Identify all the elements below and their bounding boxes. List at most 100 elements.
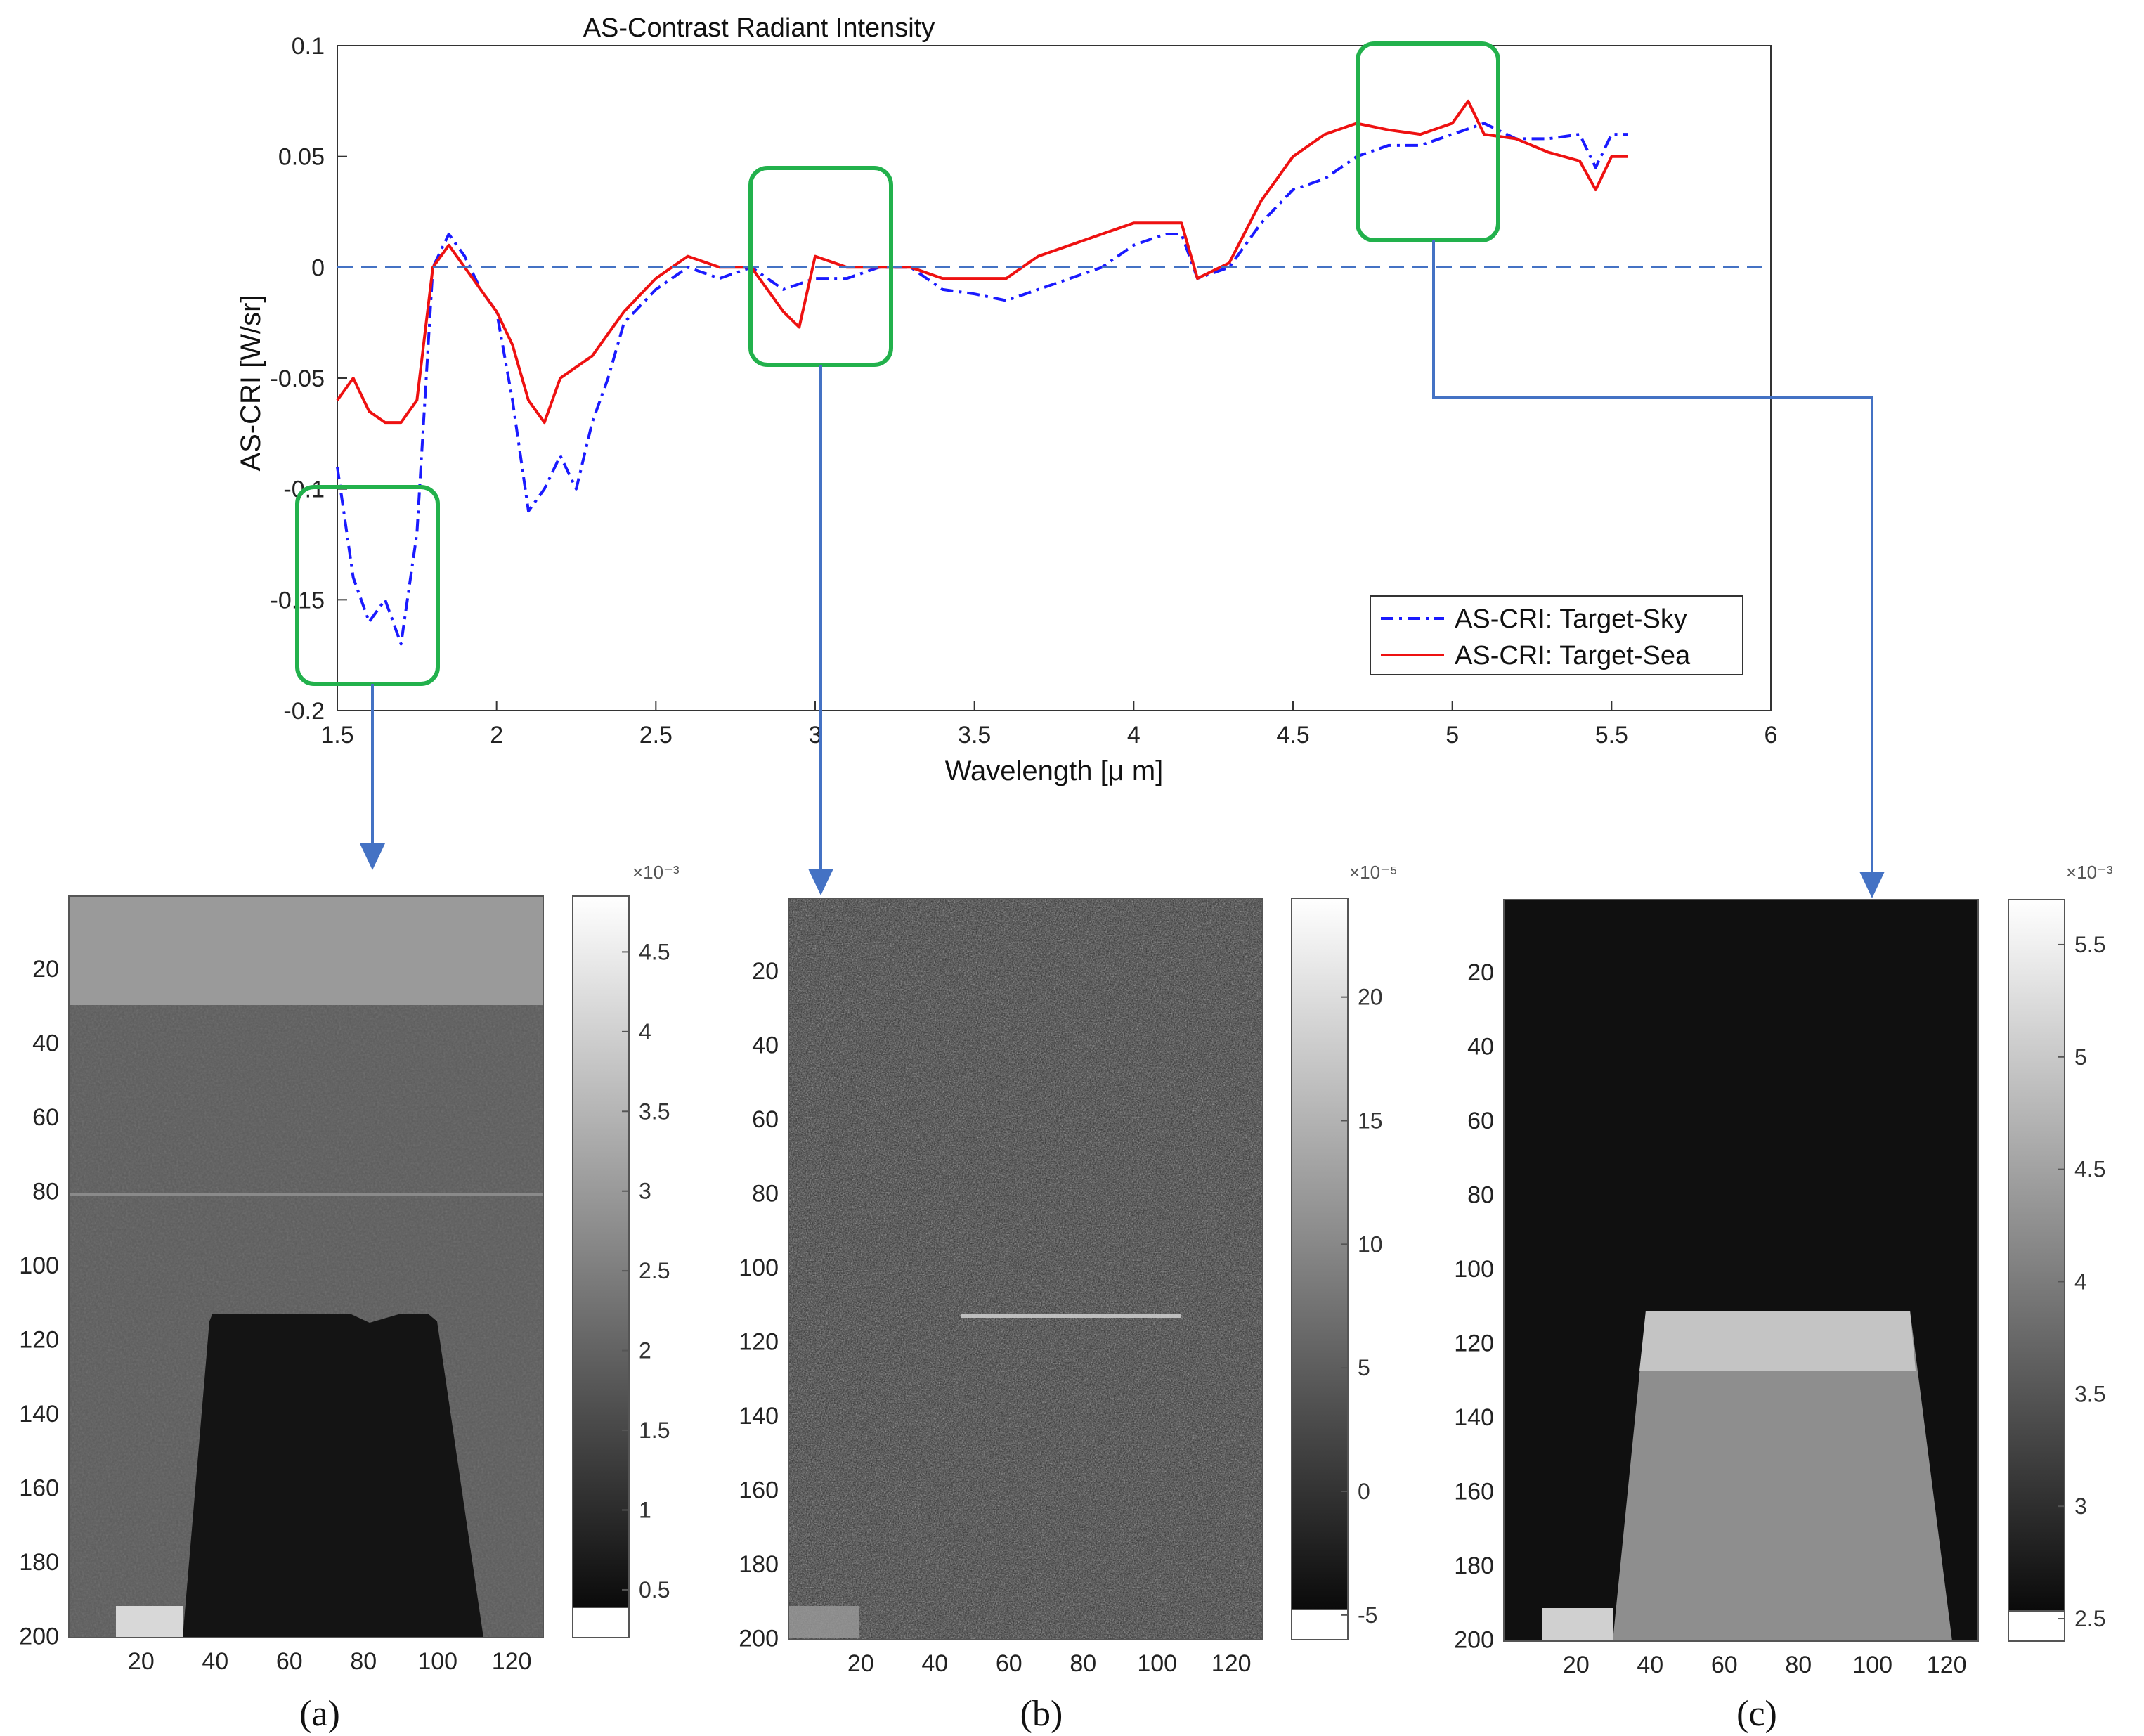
x-tick-label: 6: [1765, 722, 1778, 749]
colorbar-b-ticks: 20 15 10 5 0 -5: [1341, 985, 1383, 1628]
colorbar-tick-label: 0.5: [639, 1577, 670, 1602]
main-lines: [336, 99, 1771, 646]
colorbar-a-exponent: ×10⁻³: [632, 862, 680, 883]
x-tick-label: 3.5: [958, 722, 991, 749]
image-x-tick-label: 100: [1852, 1652, 1892, 1678]
image-y-tick-label: 120: [1454, 1330, 1494, 1356]
image-x-tick-label: 80: [1070, 1650, 1096, 1677]
image-y-tick-label: 140: [739, 1403, 779, 1430]
colorbar-tick-label: 5: [2074, 1044, 2087, 1070]
image-y-tick-label: 80: [32, 1178, 59, 1205]
image-y-tick-label: 60: [32, 1104, 59, 1131]
x-tick-label: 1.5: [320, 722, 353, 749]
arrow-head-a: [360, 843, 385, 870]
image-x-tick-label: 40: [921, 1650, 948, 1677]
image-x-tick-label: 100: [417, 1648, 457, 1675]
image-x-tick-label: 100: [1137, 1650, 1177, 1677]
image-y-tick-label: 20: [32, 956, 59, 983]
target-top-band-c: [1639, 1311, 1916, 1371]
colorbar-tick-label: -5: [1358, 1602, 1377, 1628]
colorbar-tick-label: 0: [1358, 1479, 1370, 1504]
x-tick-label: 2.5: [639, 722, 673, 749]
colorbar-c: [2008, 899, 2065, 1642]
image-x-tick-label: 20: [847, 1650, 874, 1677]
image-y-tick-label: 20: [1467, 959, 1494, 986]
image-frame-a: [68, 895, 544, 1638]
image-y-tick-label: 180: [1454, 1553, 1494, 1579]
colorbar-b-exponent: ×10⁻⁵: [1349, 862, 1398, 883]
x-tick-label: 4.5: [1276, 722, 1309, 749]
image-y-tick-label: 40: [752, 1032, 779, 1058]
image-y-tick-label: 140: [1454, 1404, 1494, 1431]
x-tick-label: 5.5: [1595, 722, 1628, 749]
image-x-tick-label: 120: [1211, 1650, 1252, 1677]
legend-label-sea: AS-CRI: Target-Sea: [1455, 641, 1691, 671]
colorbar-tick-label: 10: [1358, 1231, 1383, 1257]
image-x-tick-label: 80: [350, 1648, 377, 1675]
image-x-tick-label: 40: [1637, 1652, 1663, 1678]
image-y-tick-label: 180: [739, 1551, 779, 1578]
image-y-tick-label: 80: [752, 1180, 779, 1207]
image-frame-b: [788, 898, 1263, 1640]
target-shape-a: [183, 1314, 483, 1638]
y-tick-label: 0.05: [278, 144, 325, 171]
colorbar-tick-label: 4.5: [639, 939, 670, 964]
image-x-tick-label: 60: [1711, 1652, 1738, 1678]
ticks-b: 20 40 60 80 100 120 20 40 60 80 100 120 140 160 180 200: [739, 958, 1251, 1677]
colorbar-tick-label: 3: [2074, 1494, 2087, 1519]
colorbar-tick-label: 4: [639, 1019, 651, 1044]
y-tick-label: -0.05: [271, 365, 325, 392]
colorbar-b-cap: [1291, 1609, 1349, 1640]
image-panel-a: 20 40 60 80 100 120 20 40 60 80 100 120 140 160 180 200…: [19, 862, 680, 1734]
zoom-box-3: [1356, 41, 1500, 242]
image-y-tick-label: 160: [739, 1477, 779, 1503]
colorbar-tick-label: 3.5: [639, 1099, 670, 1124]
image-y-tick-label: 120: [739, 1328, 779, 1355]
colorbar-tick-label: 4.5: [2074, 1157, 2105, 1182]
x-tick-label: 5: [1445, 722, 1459, 749]
colorbar-b: [1291, 898, 1349, 1640]
sky-region-a: [69, 896, 543, 1005]
ticks-a: 20 40 60 80 100 120 20 40 60 80 100 120 140 160 180 200: [19, 956, 531, 1675]
image-y-tick-label: 100: [1454, 1256, 1494, 1283]
colorbar-c-cap: [2008, 1610, 2065, 1642]
image-y-tick-label: 40: [32, 1030, 59, 1056]
image-y-tick-label: 100: [739, 1255, 779, 1281]
bottom-patch-b: [788, 1606, 859, 1638]
x-tick-label: 3: [809, 722, 822, 749]
caption-a: (a): [299, 1694, 340, 1734]
colorbar-tick-label: 20: [1358, 985, 1383, 1010]
legend: AS-CRI: Target-Sky AS-CRI: Target-Sea: [1370, 595, 1743, 675]
x-tick-label: 4: [1127, 722, 1141, 749]
image-x-tick-label: 120: [492, 1648, 532, 1675]
colorbar-c-ticks: 5.5 5 4.5 4 3.5 3 2.5: [2058, 932, 2105, 1631]
zoom-box-1: [295, 485, 440, 686]
colorbar-tick-label: 1: [639, 1497, 651, 1522]
x-axis-label: Wavelength [μ m]: [945, 756, 1164, 786]
arrow-line-c: [1432, 240, 1873, 875]
caption-b: (b): [1020, 1694, 1063, 1734]
image-y-tick-label: 160: [1454, 1478, 1494, 1505]
target-shape-c: [1613, 1311, 1952, 1641]
y-tick-label: 0: [311, 254, 325, 281]
colorbar-tick-label: 2: [639, 1338, 651, 1363]
image-y-tick-label: 100: [19, 1252, 59, 1279]
colorbar-a: [572, 895, 630, 1638]
bottom-patch-c: [1542, 1608, 1613, 1641]
image-x-tick-label: 40: [202, 1648, 228, 1675]
arrow-head-b: [808, 869, 833, 895]
image-x-tick-label: 20: [128, 1648, 155, 1675]
image-y-tick-label: 200: [19, 1623, 59, 1650]
x-tick-label: 2: [490, 722, 503, 749]
series-line-as-cri-target-sea: [336, 99, 1628, 425]
image-x-tick-label: 120: [1927, 1652, 1967, 1678]
image-y-tick-label: 180: [19, 1549, 59, 1576]
legend-label-sky: AS-CRI: Target-Sky: [1455, 604, 1687, 634]
image-y-tick-label: 160: [19, 1475, 59, 1501]
noise-texture-b: [788, 898, 1263, 1640]
arrow-heads: [360, 843, 1885, 898]
image-y-tick-label: 80: [1467, 1181, 1494, 1208]
connector-arrows: [371, 240, 1873, 875]
colorbar-tick-label: 2.5: [639, 1258, 670, 1283]
image-x-tick-label: 20: [1563, 1652, 1590, 1678]
